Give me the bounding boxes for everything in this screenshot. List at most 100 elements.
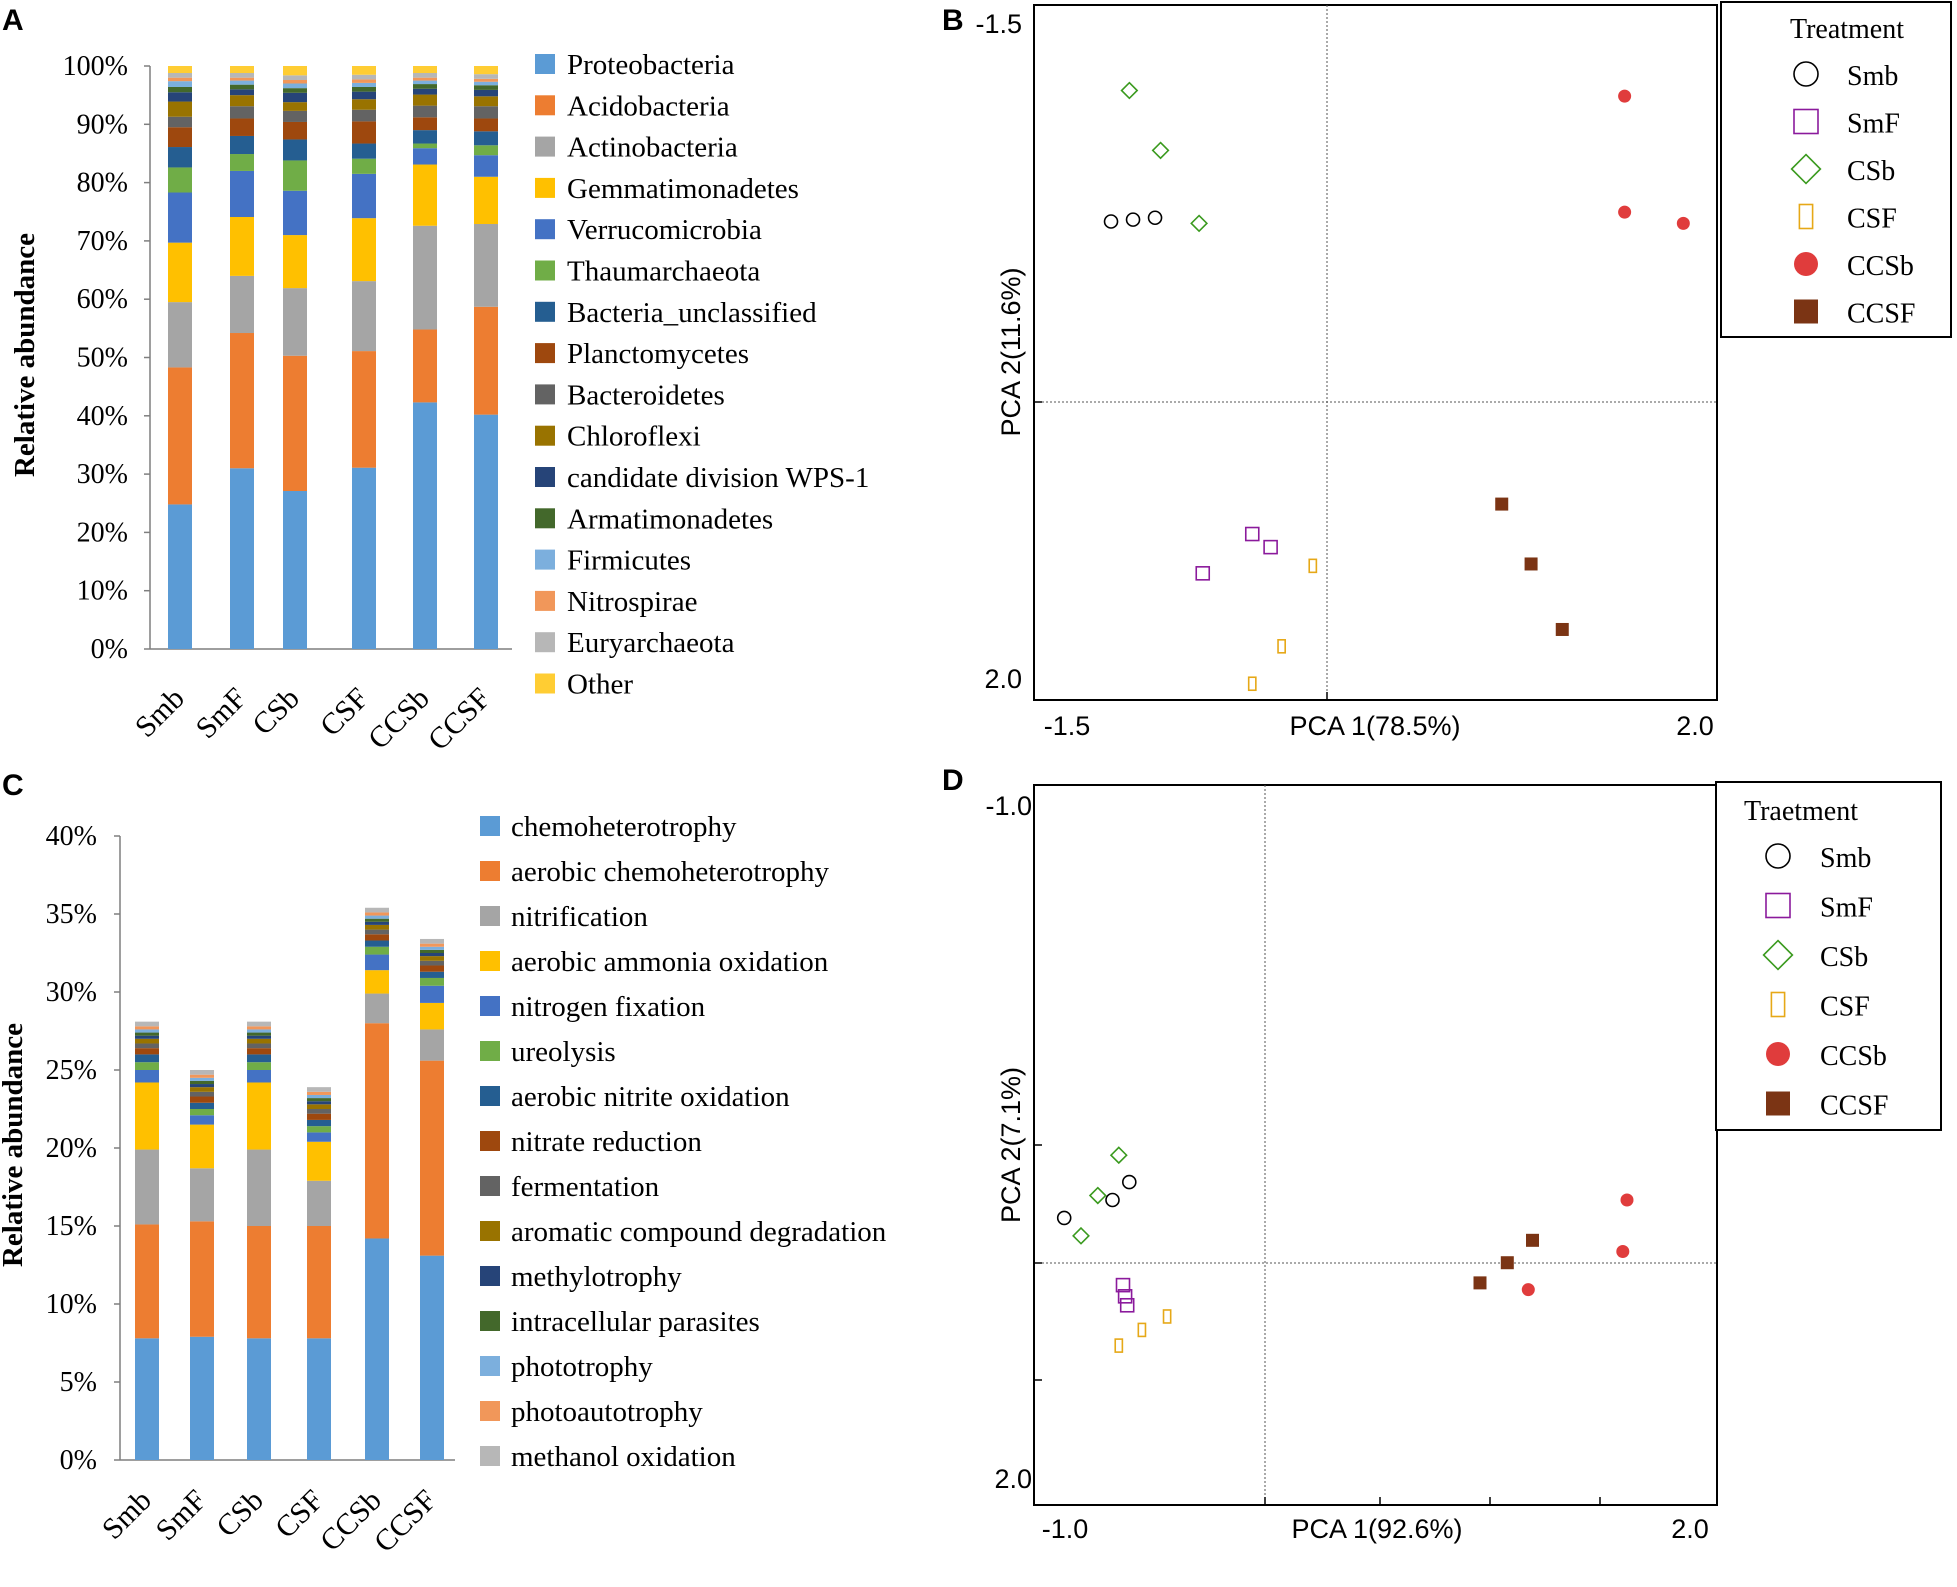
point-Smb	[1103, 214, 1119, 229]
bar-segment-Smb-Gemmatimonadetes	[168, 242, 192, 303]
legend-title: Traetment	[1744, 796, 1858, 827]
legend-box	[1715, 781, 1942, 1131]
legend-swatch	[480, 996, 500, 1016]
bar-segment-CCSF-Gemmatimonadetes	[474, 176, 498, 224]
y-axis-title: PCA 2(7.1%)	[996, 1067, 1026, 1223]
bar-segment-Smb-Euryarchaeota	[168, 72, 192, 78]
bar-segment-CCSF-Firmicutes	[474, 81, 498, 86]
bar-segment-CCSb-Gemmatimonadetes	[413, 164, 437, 226]
y-tick-label: 90%	[77, 109, 128, 140]
legend-swatch	[535, 673, 555, 694]
legend: chemoheterotrophy aerobic chemoheterotrop…	[480, 811, 887, 1473]
x-category-label: SmF	[190, 682, 253, 745]
bar-segment-SmF-ureolysis	[190, 1109, 214, 1116]
legend-marker	[1790, 153, 1822, 185]
bar-segment-CSF-aerobic-ammonia-oxidation	[307, 1141, 331, 1181]
bar-segment-SmF-phototrophy	[190, 1077, 214, 1081]
bar-segment-CSF-Chloroflexi	[352, 99, 376, 110]
bar-segment-CSF-Bacteria-unclassified	[352, 143, 376, 159]
bar-segment-CCSF-phototrophy	[420, 946, 444, 950]
legend-label: nitrate reduction	[511, 1126, 702, 1158]
bar-segment-CCSb-Firmicutes	[413, 80, 437, 85]
legend-swatch	[535, 301, 555, 322]
legend-label: CSb	[1820, 942, 1868, 973]
bar-segment-Smb-Other	[168, 66, 192, 73]
bar-segment-CCSb-methanol-oxidation	[365, 907, 389, 913]
bar-segment-CCSb-Nitrospirae	[413, 77, 437, 81]
bar-segment-CSF-aerobic-chemoheterotrophy	[307, 1226, 331, 1339]
bar-segment-CCSb-Euryarchaeota	[413, 72, 437, 78]
legend-label: CSF	[1847, 204, 1897, 235]
bar-segment-CSb-photoautotrophy	[247, 1026, 271, 1030]
point-SmF	[1244, 526, 1260, 542]
point-CSF	[1137, 1322, 1147, 1338]
legend-marker	[1793, 108, 1819, 135]
bar-segment-CSb-Firmicutes	[283, 83, 307, 89]
legend-marker	[1793, 61, 1819, 87]
legend-label: photoautotrophy	[511, 1396, 703, 1428]
legend-label: CCSF	[1820, 1091, 1889, 1122]
y-axis-title: Relative abundance	[9, 233, 41, 477]
bar-segment-Smb-nitrogen-fixation	[135, 1070, 159, 1083]
bar-segment-Smb-Armatimonadetes	[168, 86, 192, 93]
bar-segment-CSF-phototrophy	[307, 1094, 331, 1099]
bar-segment-CSb-Gemmatimonadetes	[283, 235, 307, 289]
y-tick-label: 15%	[46, 1211, 97, 1242]
bar-segment-CSb-Acidobacteria	[283, 355, 307, 492]
point-CCSb	[1616, 1245, 1630, 1259]
panel-b: B -1.5 2.0 -1.5 2.0 PCA 1(78.5%) PCA 2(11.6%) T…	[942, 1, 1952, 741]
bar-segment-SmF-Bacteria-unclassified	[230, 135, 254, 155]
bar-segment-SmF-intracellular-parasites	[190, 1080, 214, 1085]
bar-segment-Smb-Verrucomicrobia	[168, 192, 192, 243]
bar-segment-CSb-Armatimonadetes	[283, 88, 307, 93]
point-CSb	[1151, 141, 1170, 160]
bar-segment-Smb-ureolysis	[135, 1062, 159, 1070]
legend-title: Treatment	[1790, 14, 1904, 45]
legend-swatch	[535, 136, 555, 157]
bar-segment-Smb-fermentation	[135, 1043, 159, 1049]
bar-segment-Smb-aerobic-nitrite-oxidation	[135, 1054, 159, 1063]
bar-segment-Smb-Bacteroidetes	[168, 116, 192, 128]
bar-segment-CSb-methylotrophy	[247, 1035, 271, 1039]
point-Smb	[1125, 212, 1141, 227]
bar-segment-CCSb-Other	[413, 66, 437, 73]
x-tick-label: 2.0	[1671, 1514, 1709, 1544]
bar-segment-SmF-aerobic-nitrite-oxidation	[190, 1102, 214, 1109]
bar-segment-CSF-Proteobacteria	[352, 467, 376, 649]
point-CCSF	[1526, 1233, 1539, 1247]
bar-segment-Smb-aerobic-ammonia-oxidation	[135, 1082, 159, 1150]
bar-segment-CCSb-nitrate-reduction	[365, 934, 389, 941]
bar-segment-CCSF-aerobic-ammonia-oxidation	[420, 1002, 444, 1030]
bar-segment-CCSF-ureolysis	[420, 977, 444, 986]
legend-label: SmF	[1847, 109, 1900, 140]
bar-segment-CSF-aromatic-compound-degradation	[307, 1104, 331, 1109]
legend-label: Firmicutes	[567, 545, 691, 577]
panel-letter: B	[942, 4, 964, 37]
panel-a: A 0% 10% 20% 30% 40% 50% 60% 70% 80% 90% 100% SmbSmF…	[2, 4, 869, 757]
bar-segment-CCSF-chemoheterotrophy	[420, 1255, 444, 1460]
legend-marker	[1770, 991, 1786, 1018]
bar-segment-CCSF-Chloroflexi	[474, 96, 498, 107]
legend-label: Acidobacteria	[567, 90, 730, 122]
bar-segment-SmF-chemoheterotrophy	[190, 1336, 214, 1460]
bar-segment-CSb-nitrate-reduction	[247, 1048, 271, 1055]
bar-segment-CSF-Firmicutes	[352, 82, 376, 87]
bar-segment-SmF-aerobic-ammonia-oxidation	[190, 1124, 214, 1169]
legend-label: aerobic nitrite oxidation	[511, 1081, 790, 1113]
legend-marker	[1798, 203, 1814, 230]
bar-segment-CCSb-Actinobacteria	[413, 225, 437, 330]
bar-segment-CCSF-Armatimonadetes	[474, 85, 498, 90]
bar-segment-CCSb-ureolysis	[365, 946, 389, 955]
legend-swatch	[535, 508, 555, 529]
y-tick-label: 70%	[77, 226, 128, 257]
bar-segment-CSF-nitrate-reduction	[307, 1113, 331, 1120]
bar-segment-CSb-intracellular-parasites	[247, 1032, 271, 1036]
bar-segment-SmF-Firmicutes	[230, 80, 254, 85]
bar-segment-CCSb-aromatic-compound-degradation	[365, 924, 389, 930]
point-Smb	[1147, 210, 1163, 226]
legend-label: SmF	[1820, 893, 1873, 924]
legend-swatch	[535, 549, 555, 570]
bar-segment-SmF-Proteobacteria	[230, 468, 254, 649]
bar-segment-CCSb-candidate-division-WPS-1	[413, 88, 437, 95]
legend-swatch	[480, 1356, 500, 1376]
